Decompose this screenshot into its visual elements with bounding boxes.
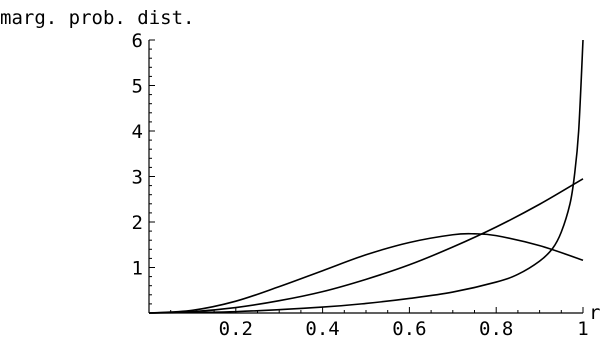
x-tick-label: 0.6 <box>392 318 426 339</box>
y-tick-label: 2 <box>132 212 143 234</box>
x-tick-label: 0.8 <box>479 318 513 339</box>
x-tick-label: 0.4 <box>305 318 339 339</box>
series-line-3 <box>148 39 584 314</box>
y-tick-label: 4 <box>132 121 143 143</box>
y-axis-label: marg. prob. dist. <box>0 7 194 29</box>
y-tick-label: 1 <box>132 258 143 280</box>
y-tick-label: 6 <box>132 30 143 52</box>
curves <box>148 39 584 314</box>
x-tick-label: 1 <box>577 318 588 339</box>
y-tick-label: 5 <box>132 76 143 98</box>
x-tick-label: 0.2 <box>219 318 253 339</box>
x-axis-label: r <box>589 302 600 324</box>
series-line-2 <box>148 178 584 314</box>
y-tick-label: 3 <box>132 167 143 189</box>
series-line-1 <box>148 232 584 314</box>
y-ticks: 1 2 3 4 5 6 <box>132 30 155 305</box>
x-ticks: 0.2 0.4 0.6 0.8 1 <box>170 307 589 339</box>
